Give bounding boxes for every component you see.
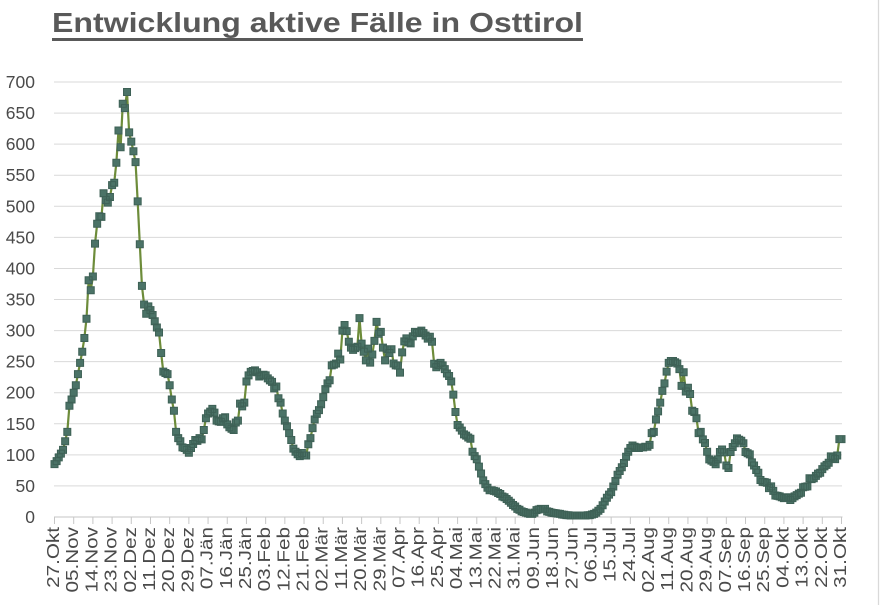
svg-text:700: 700 [6, 72, 35, 92]
svg-text:06.Jul: 06.Jul [581, 527, 601, 582]
svg-text:27.Okt: 27.Okt [43, 526, 63, 588]
svg-text:13.Mai: 13.Mai [466, 527, 486, 589]
svg-text:650: 650 [6, 103, 35, 123]
svg-text:550: 550 [6, 165, 35, 185]
svg-text:20.Aug: 20.Aug [677, 527, 697, 593]
svg-text:11.Aug: 11.Aug [657, 527, 677, 591]
svg-text:22.Okt: 22.Okt [811, 526, 831, 588]
svg-text:250: 250 [6, 352, 35, 372]
svg-text:23.Nov: 23.Nov [101, 527, 121, 593]
svg-text:25.Sep: 25.Sep [753, 527, 773, 593]
svg-text:07.Jän: 07.Jän [197, 527, 217, 589]
svg-text:400: 400 [6, 258, 35, 278]
svg-text:20.Mär: 20.Mär [350, 526, 370, 591]
svg-text:200: 200 [6, 383, 35, 403]
svg-text:18.Jun: 18.Jun [542, 527, 562, 589]
svg-text:03.Feb: 03.Feb [254, 527, 274, 591]
svg-text:04.Okt: 04.Okt [773, 526, 793, 588]
svg-text:0: 0 [25, 507, 35, 527]
svg-text:16.Apr: 16.Apr [408, 526, 428, 588]
svg-text:27.Jun: 27.Jun [561, 527, 581, 589]
svg-text:12.Feb: 12.Feb [274, 527, 294, 591]
svg-text:16.Sep: 16.Sep [734, 527, 754, 593]
svg-text:500: 500 [6, 196, 35, 216]
svg-text:04.Mai: 04.Mai [446, 527, 466, 589]
svg-text:22.Mai: 22.Mai [485, 527, 505, 589]
svg-text:29.Aug: 29.Aug [696, 527, 716, 593]
svg-text:02.Mär: 02.Mär [312, 526, 332, 591]
svg-text:09.Jun: 09.Jun [523, 527, 543, 589]
svg-text:07.Apr: 07.Apr [389, 526, 409, 588]
svg-text:11.Dez: 11.Dez [139, 527, 159, 591]
svg-text:150: 150 [6, 414, 35, 434]
svg-text:02.Aug: 02.Aug [638, 527, 658, 593]
svg-text:450: 450 [6, 227, 35, 247]
svg-text:20.Dez: 20.Dez [158, 527, 178, 593]
svg-text:21.Feb: 21.Feb [293, 527, 313, 591]
svg-text:24.Jul: 24.Jul [619, 527, 639, 582]
svg-text:13.Okt: 13.Okt [792, 526, 812, 588]
svg-text:600: 600 [6, 134, 35, 154]
svg-text:16.Jän: 16.Jän [216, 527, 236, 589]
svg-text:11.Mär: 11.Mär [331, 526, 351, 589]
svg-text:31.Mai: 31.Mai [504, 527, 524, 589]
svg-text:29.Dez: 29.Dez [178, 527, 198, 593]
svg-text:25.Apr: 25.Apr [427, 526, 447, 588]
svg-text:15.Jul: 15.Jul [600, 527, 620, 582]
svg-text:29.Mär: 29.Mär [370, 526, 390, 591]
svg-text:100: 100 [6, 445, 35, 465]
svg-text:14.Nov: 14.Nov [82, 527, 102, 593]
svg-text:02.Dez: 02.Dez [120, 527, 140, 593]
svg-text:05.Nov: 05.Nov [62, 527, 82, 593]
svg-text:300: 300 [6, 321, 35, 341]
svg-text:07.Sep: 07.Sep [715, 527, 735, 593]
svg-text:31.Okt: 31.Okt [830, 526, 850, 588]
svg-text:50: 50 [16, 476, 36, 496]
svg-text:25.Jän: 25.Jän [235, 527, 255, 589]
svg-text:350: 350 [6, 290, 35, 310]
